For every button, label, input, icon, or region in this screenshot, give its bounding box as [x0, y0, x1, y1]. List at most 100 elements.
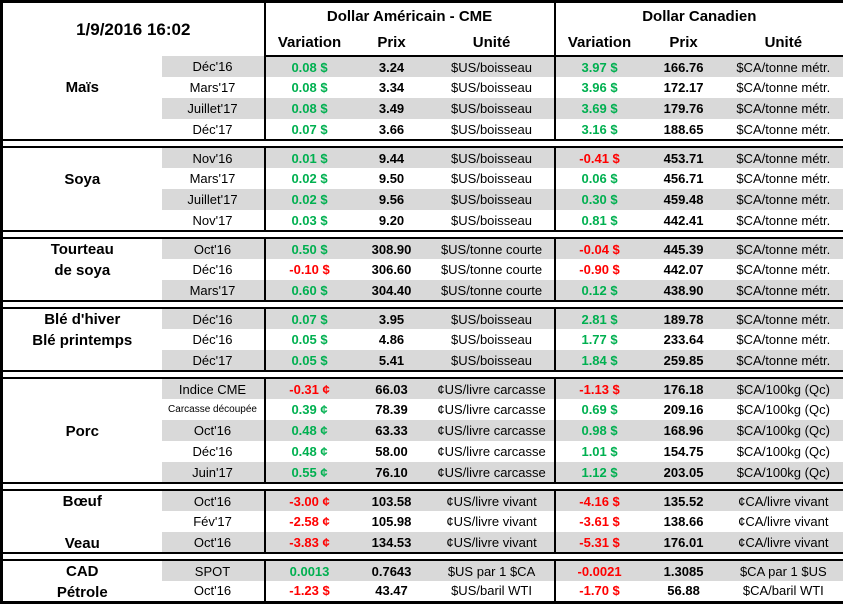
us-price-cell: 9.20 — [378, 212, 405, 228]
us-price-cell: 3.49 — [353, 98, 430, 119]
ca-unit-cell: $CA/tonne métr. — [736, 121, 831, 137]
table-row: Blé d'hiver Blé printemps Déc'16 0.07 $3.95… — [1, 308, 843, 371]
us-price-cell: 3.95 — [353, 308, 430, 329]
contract-cell: Mars'17 — [161, 280, 265, 301]
us-variation-cell: -0.10 $ — [263, 259, 354, 280]
table-row: Déc'16 0.48 ¢ 58.00 ¢US/livre carcasse 1.01 … — [2, 441, 843, 462]
ca-price-cell: 203.05 — [643, 462, 724, 483]
contract-cell: Déc'16 — [192, 444, 233, 459]
ca-variation-cell: 0.69 $ — [553, 399, 644, 420]
us-unit-cell: ¢US/livre carcasse — [429, 420, 555, 441]
ca-price-cell: 259.85 — [643, 350, 724, 371]
contract-cell: Mars'17 — [189, 80, 236, 95]
ca-variation-cell: 3.16 $ — [553, 119, 644, 140]
group-label-cell: Blé d'hiver Blé printemps — [1, 308, 162, 371]
us-variation-cell: 0.39 ¢ — [263, 399, 354, 420]
us-unit-cell: $US/boisseau — [451, 171, 532, 186]
ca-variation-cell: 2.81 $ — [553, 308, 644, 329]
ca-price-cell: 445.39 — [643, 238, 724, 259]
table-row: Nov'17 0.03 $ 9.20 $US/boisseau 0.81 $ 442.41… — [2, 210, 843, 231]
group-label-cell: Soya — [1, 147, 162, 231]
group-label-cell: Tourteau de soya — [1, 238, 162, 301]
ca-variation-cell: -1.70 $ — [553, 581, 644, 602]
ca-unit-cell: $CA/100kg (Qc) — [723, 378, 843, 399]
us-variation-cell: 0.07 $ — [263, 308, 354, 329]
ca-group-header: Dollar Canadien — [553, 1, 843, 29]
contract-cell: Oct'16 — [193, 583, 232, 599]
ca-price-cell: 456.71 — [663, 171, 704, 186]
us-price-cell: 66.03 — [353, 378, 430, 399]
table-row: Juin'17 0.55 ¢ 76.10 ¢US/livre carcasse 1.12… — [2, 462, 843, 483]
group-label-cell: Porc — [1, 378, 162, 483]
us-price-cell: 43.47 — [375, 583, 408, 599]
table-row: Porc Indice CME -0.31 ¢ 66.03 ¢US/livre carc… — [1, 378, 843, 483]
table-row: Juillet'17 0.08 $3.49 $US/boisseau 3.69 $17… — [2, 98, 843, 119]
us-column-header-unite: Unité — [429, 29, 555, 57]
group-separator-row — [1, 552, 843, 561]
table-row: Oct'16 0.48 ¢ 63.33 ¢US/livre carcasse 0.98 … — [2, 420, 843, 441]
contract-cell: Déc'16 — [161, 56, 265, 77]
ca-unit-cell: $CA/tonne métr. — [723, 189, 843, 210]
table-row: Déc'17 0.07 $ 3.66 $US/boisseau 3.16 $ 188.65… — [2, 119, 843, 140]
us-price-cell: 304.40 — [353, 280, 430, 301]
table-row: Oct'16 -3.83 ¢ 134.53 ¢US/livre vivant -5.31… — [2, 532, 843, 553]
contract-cell: Oct'16 — [161, 490, 265, 511]
us-price-cell: 9.44 — [353, 147, 430, 168]
contract-cell: Juillet'17 — [161, 98, 265, 119]
contract-cell: Juin'17 — [161, 462, 265, 483]
us-variation-cell: 0.02 $ — [263, 168, 354, 189]
us-unit-cell: $US/boisseau — [451, 80, 532, 95]
us-unit-cell: ¢US/livre vivant — [429, 490, 555, 511]
table-row: Fév'17 -2.58 ¢ 105.98 ¢US/livre vivant -3.61… — [2, 511, 843, 532]
ca-price-cell: 172.17 — [663, 80, 704, 95]
group-label: Porc — [65, 423, 99, 440]
us-variation-cell: 0.03 $ — [263, 210, 354, 231]
us-variation-cell: -0.31 ¢ — [263, 378, 354, 399]
contract-cell: Juillet'17 — [161, 189, 265, 210]
group-separator-row — [1, 139, 843, 148]
ca-price-cell: 233.64 — [663, 332, 704, 347]
ca-variation-cell: -0.04 $ — [553, 238, 644, 259]
ca-price-cell: 442.41 — [663, 212, 704, 228]
contract-cell: Carcasse découpée — [168, 404, 257, 415]
us-unit-cell: $US/boisseau — [429, 350, 555, 371]
ca-price-cell: 168.96 — [643, 420, 724, 441]
ca-price-cell: 1.3085 — [643, 560, 724, 581]
group-label: Bœuf — [62, 493, 102, 510]
us-unit-cell: ¢US/livre carcasse — [437, 444, 546, 459]
ca-price-cell: 138.66 — [663, 514, 704, 529]
ca-price-cell: 56.88 — [667, 583, 700, 599]
ca-price-cell: 135.52 — [643, 490, 724, 511]
us-price-cell: 63.33 — [353, 420, 430, 441]
contract-cell: Déc'16 — [192, 332, 233, 347]
us-price-cell: 3.24 — [353, 56, 430, 77]
ca-price-cell: 209.16 — [663, 402, 704, 417]
contract-cell: Déc'16 — [161, 308, 265, 329]
ca-unit-cell: $CA/100kg (Qc) — [736, 402, 830, 417]
us-unit-cell: $US/boisseau — [451, 121, 532, 137]
group-label: Maïs — [65, 79, 99, 96]
us-variation-cell: 0.05 $ — [263, 350, 354, 371]
ca-variation-cell: -0.90 $ — [553, 259, 644, 280]
us-variation-cell: 0.05 $ — [263, 329, 354, 350]
us-price-cell: 103.58 — [353, 490, 430, 511]
us-price-cell: 58.00 — [375, 444, 408, 459]
ca-unit-cell: $CA/tonne métr. — [723, 308, 843, 329]
ca-price-cell: 176.18 — [643, 378, 724, 399]
ca-price-cell: 453.71 — [643, 147, 724, 168]
ca-unit-cell: $CA/tonne métr. — [723, 238, 843, 259]
group-label: de soya — [54, 262, 111, 279]
ca-unit-cell: $CA/tonne métr. — [723, 350, 843, 371]
us-price-cell: 5.41 — [353, 350, 430, 371]
group-separator-row — [1, 482, 843, 491]
us-unit-cell: $US/boisseau — [429, 98, 555, 119]
us-price-cell: 105.98 — [371, 514, 412, 529]
ca-variation-cell: -0.41 $ — [553, 147, 644, 168]
ca-price-cell: 154.75 — [663, 444, 704, 459]
us-variation-cell: 0.50 $ — [263, 238, 354, 259]
us-variation-cell: 0.0013 — [263, 560, 354, 581]
table-row: Maïs Déc'16 0.08 $3.24 $US/boisseau 3.97 $16… — [1, 56, 843, 140]
group-label-cell: Maïs — [1, 56, 162, 140]
ca-unit-cell: $CA/baril WTI — [742, 583, 824, 599]
contract-cell: Déc'16 — [192, 262, 233, 277]
